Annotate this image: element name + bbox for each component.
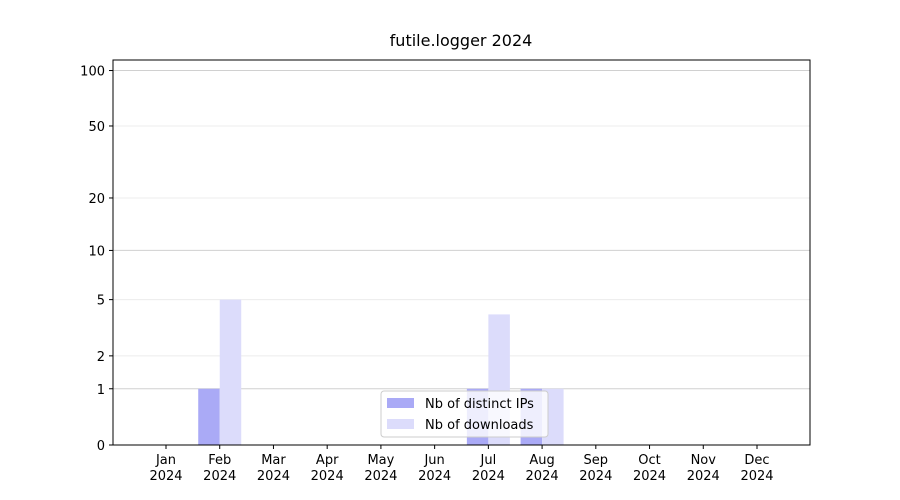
axes-frame — [112, 59, 811, 446]
y-tick-label: 50 — [88, 120, 105, 135]
x-tick-label: Feb 2024 — [203, 453, 237, 484]
x-tick-label: Nov 2024 — [686, 453, 720, 484]
y-tick-label: 10 — [88, 244, 105, 259]
x-tick-label: Dec 2024 — [740, 453, 774, 484]
x-tick-label: Oct 2024 — [632, 453, 667, 484]
legend-swatch — [387, 398, 414, 408]
x-tick-label: Jan 2024 — [149, 453, 183, 484]
y-tick-label: 5 — [97, 294, 105, 309]
x-tick-label: Jul 2024 — [471, 453, 505, 484]
y-tick-label: 0 — [97, 439, 105, 454]
x-tick-label: Mar 2024 — [256, 453, 290, 484]
x-tick-label: May 2024 — [364, 453, 398, 484]
x-tick-label: Apr 2024 — [310, 453, 344, 484]
x-tick-label: Sep 2024 — [579, 453, 613, 484]
y-tick-label: 1 — [97, 383, 105, 398]
legend-label: Nb of downloads — [425, 418, 534, 433]
bar — [219, 299, 242, 445]
y-tick-label: 20 — [88, 192, 105, 207]
x-tick-label: Aug 2024 — [525, 453, 559, 484]
chart-title: futile.logger 2024 — [390, 31, 533, 50]
legend-label: Nb of distinct IPs — [425, 397, 534, 412]
bar — [198, 388, 220, 445]
y-tick-label: 2 — [97, 350, 105, 365]
x-tick-label: Jun 2024 — [418, 453, 452, 484]
legend-swatch — [387, 419, 414, 429]
legend-box — [380, 390, 549, 438]
legend: Nb of distinct IPs Nb of downloads — [380, 390, 549, 438]
y-tick-label: 100 — [80, 65, 105, 80]
